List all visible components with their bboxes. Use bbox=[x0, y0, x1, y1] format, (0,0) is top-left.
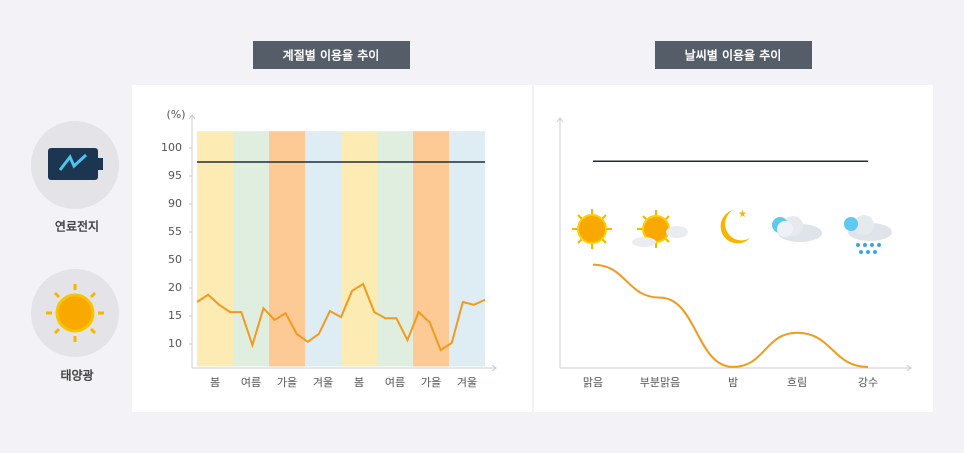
x-tick-label: 강수 bbox=[858, 376, 878, 389]
x-axis-arrow bbox=[906, 364, 912, 372]
x-tick-label: 맑음 bbox=[583, 376, 603, 389]
y-tick-label: 55 bbox=[168, 225, 182, 238]
season-band bbox=[305, 131, 341, 367]
x-tick-label: 여름 bbox=[385, 376, 405, 389]
x-tick-label: 부분맑음 bbox=[640, 376, 680, 389]
panel bbox=[534, 85, 933, 412]
season-band bbox=[269, 131, 305, 367]
x-tick-label: 봄 bbox=[354, 376, 364, 389]
weather-icon: ★ bbox=[572, 209, 892, 254]
y-tick-label: 100 bbox=[161, 141, 182, 154]
series-line bbox=[592, 263, 869, 368]
legend-label: 태양광 bbox=[60, 368, 93, 383]
sun-icon bbox=[46, 284, 104, 342]
y-tick-label: 15 bbox=[168, 309, 182, 322]
chart-title: 계절별 이용율 추이 bbox=[283, 48, 380, 63]
x-axis-arrow bbox=[491, 364, 497, 372]
series-line bbox=[196, 282, 486, 352]
y-tick-label: 50 bbox=[168, 253, 182, 266]
battery-icon bbox=[48, 148, 103, 180]
y-axis-arrow bbox=[188, 114, 196, 120]
x-tick-label: 여름 bbox=[241, 376, 261, 389]
title-box bbox=[253, 41, 410, 69]
season-band bbox=[413, 131, 449, 367]
y-tick-label: 95 bbox=[168, 169, 182, 182]
season-band bbox=[197, 131, 233, 367]
legend-label: 연료전지 bbox=[55, 219, 99, 234]
svg-text:★: ★ bbox=[738, 209, 747, 220]
y-tick-label: 20 bbox=[168, 281, 182, 294]
season-band bbox=[341, 131, 377, 367]
y-axis-arrow bbox=[556, 117, 564, 123]
x-tick-label: 밤 bbox=[728, 376, 738, 389]
x-tick-label: 가을 bbox=[421, 376, 441, 389]
season-band bbox=[233, 131, 269, 367]
x-tick-label: 봄 bbox=[210, 376, 220, 389]
chart-title: 날씨별 이용율 추이 bbox=[685, 48, 782, 63]
x-tick-label: 겨울 bbox=[313, 376, 333, 389]
title-box bbox=[655, 41, 812, 69]
y-tick-label: 90 bbox=[168, 197, 182, 210]
x-tick-label: 흐림 bbox=[787, 376, 807, 389]
season-band bbox=[377, 131, 413, 367]
x-tick-label: 가을 bbox=[277, 376, 297, 389]
y-tick-label: 10 bbox=[168, 337, 182, 350]
x-tick-label: 겨울 bbox=[457, 376, 477, 389]
y-axis-label: (%) bbox=[166, 108, 185, 121]
